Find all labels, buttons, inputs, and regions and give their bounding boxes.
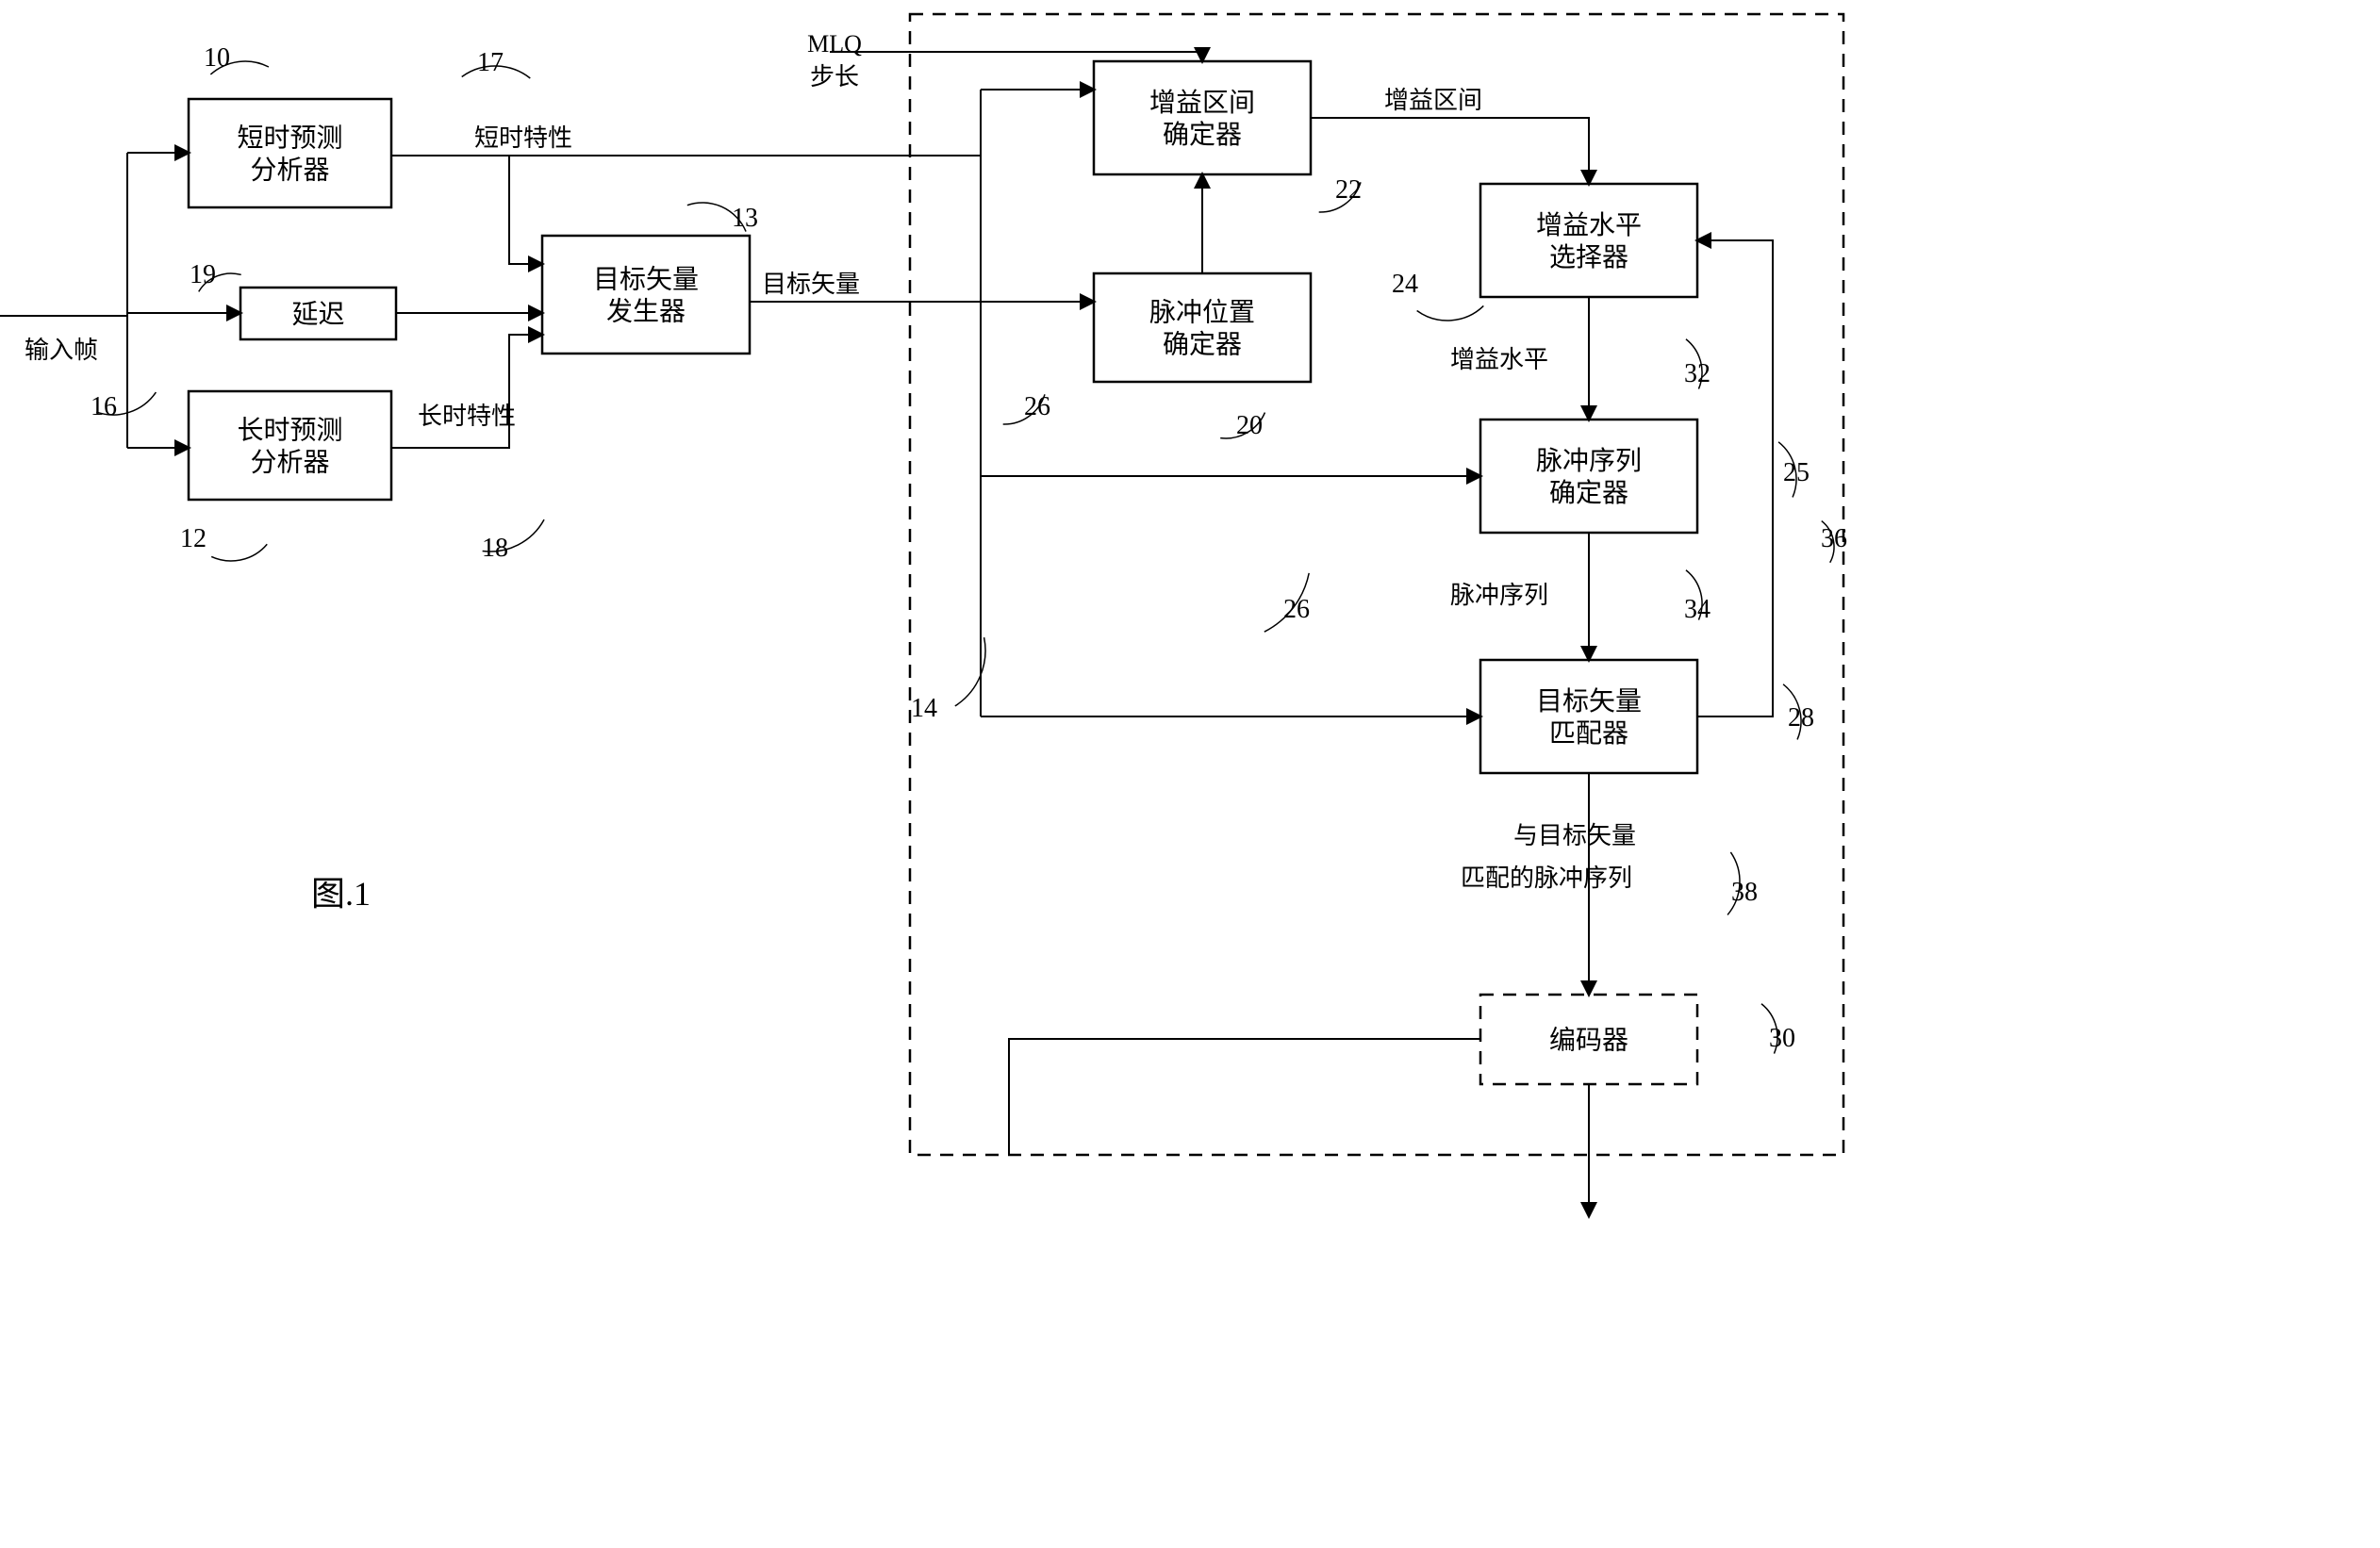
block-label: 长时预测	[237, 416, 342, 446]
label-matched-2: 匹配的脉冲序列	[1461, 865, 1632, 892]
wire	[1311, 118, 1589, 184]
wire	[1697, 240, 1773, 716]
label-gain-lvl: 增益水平	[1450, 346, 1548, 373]
block-label: 目标矢量	[593, 265, 699, 295]
block	[1480, 660, 1697, 773]
step-label: 步长	[810, 63, 859, 91]
ref-number: 14	[911, 694, 937, 723]
ref-number: 24	[1392, 270, 1418, 299]
subsystem-boundary	[910, 14, 1843, 1155]
block-label: 编码器	[1549, 1026, 1628, 1056]
block	[189, 391, 391, 500]
input-label: 输入帧	[25, 337, 98, 364]
label-short-char: 短时特性	[474, 124, 572, 152]
figure-label: 图.1	[311, 875, 371, 913]
mlq-label: MLQ	[807, 30, 862, 58]
block-label: 选择器	[1549, 242, 1628, 272]
ref-number: 30	[1769, 1024, 1795, 1053]
label-pulse-seq: 脉冲序列	[1450, 582, 1548, 609]
ref-number: 10	[204, 43, 230, 73]
ref-number: 16	[91, 392, 117, 421]
block-label: 确定器	[1163, 330, 1242, 360]
block	[542, 236, 750, 354]
block	[1480, 420, 1697, 533]
ref-number: 26	[1283, 595, 1310, 624]
block-label: 分析器	[250, 448, 329, 478]
block-label: 确定器	[1163, 120, 1242, 150]
label-matched-1: 与目标矢量	[1513, 822, 1636, 849]
label-gain-int: 增益区间	[1384, 87, 1482, 114]
block-label: 脉冲位置	[1149, 298, 1255, 328]
block-label: 延迟	[291, 300, 344, 330]
block-label: 确定器	[1549, 478, 1628, 508]
leader	[211, 544, 267, 561]
block-label: 分析器	[250, 156, 329, 186]
block-label: 发生器	[606, 297, 686, 327]
wire	[830, 52, 1202, 61]
block	[1094, 273, 1311, 382]
label-long-char: 长时特性	[418, 403, 516, 430]
block	[1094, 61, 1311, 174]
block	[189, 99, 391, 207]
block-label: 增益区间	[1149, 88, 1255, 118]
block-label: 目标矢量	[1536, 686, 1642, 716]
block	[1480, 184, 1697, 297]
ref-number: 17	[477, 48, 504, 77]
ref-number: 19	[190, 260, 216, 289]
block-label: 脉冲序列	[1536, 446, 1642, 476]
ref-number: 32	[1684, 359, 1711, 388]
wire	[509, 156, 542, 264]
block-label: 匹配器	[1549, 719, 1628, 749]
wire	[1009, 1039, 1480, 1155]
ref-number: 18	[482, 534, 508, 563]
label-target-vec: 目标矢量	[762, 271, 860, 298]
ref-number: 34	[1684, 595, 1711, 624]
block-label: 短时预测	[237, 124, 342, 154]
wire	[391, 335, 542, 448]
leader	[1417, 305, 1484, 321]
ref-number: 12	[180, 524, 207, 553]
block-label: 增益水平	[1536, 210, 1642, 240]
